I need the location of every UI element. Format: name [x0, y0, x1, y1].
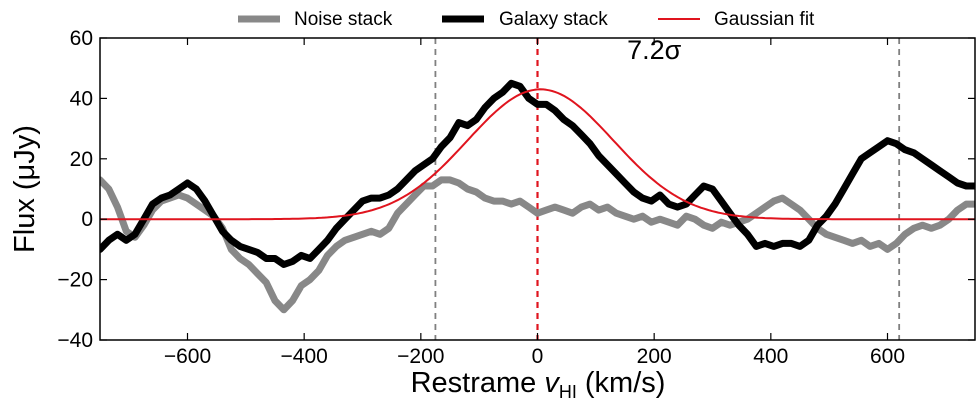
x-axis-title-unit: (km/s) — [577, 367, 666, 399]
x-tick-label: 400 — [753, 345, 788, 368]
x-axis-title-subscript: HI — [559, 382, 577, 401]
series-layer — [100, 79, 975, 314]
x-tick-label: −200 — [397, 345, 444, 368]
y-tick-label: 60 — [70, 27, 93, 50]
x-axis-title: Restrame vHI (km/s) — [411, 367, 666, 401]
x-axis-title-variable: v — [544, 367, 560, 399]
x-tick-label: 0 — [532, 345, 544, 368]
legend-label-galaxy-stack: Galaxy stack — [499, 9, 608, 30]
y-tick-label: 40 — [70, 87, 93, 110]
series-line-gaussian-fit — [100, 88, 975, 221]
y-tick-label: −20 — [57, 269, 93, 292]
x-axis-title-main: Restrame — [411, 367, 545, 399]
x-tick-label: −400 — [281, 345, 328, 368]
x-tick-label: 600 — [870, 345, 905, 368]
x-tick-label: −600 — [164, 345, 211, 368]
y-tick-label: 0 — [81, 208, 93, 231]
series-line-noise-stack — [100, 176, 975, 314]
x-tick-label: 200 — [637, 345, 672, 368]
legend-label-gaussian-fit: Gaussian fit — [714, 9, 815, 30]
reference-lines — [434, 38, 901, 340]
y-tick-label: 20 — [70, 148, 93, 171]
y-tick-label: −40 — [57, 329, 93, 352]
legend: Noise stack Galaxy stack Gaussian fit — [238, 9, 815, 30]
series-line-galaxy-stack — [100, 79, 975, 268]
x-axis: −600 −400 −200 0 200 400 600 — [164, 38, 905, 368]
legend-label-noise-stack: Noise stack — [294, 9, 393, 30]
y-axis-title: Flux (μJy) — [9, 125, 41, 253]
significance-annotation: 7.2σ — [627, 35, 682, 65]
y-axis: −40 −20 0 20 40 60 — [57, 27, 975, 352]
